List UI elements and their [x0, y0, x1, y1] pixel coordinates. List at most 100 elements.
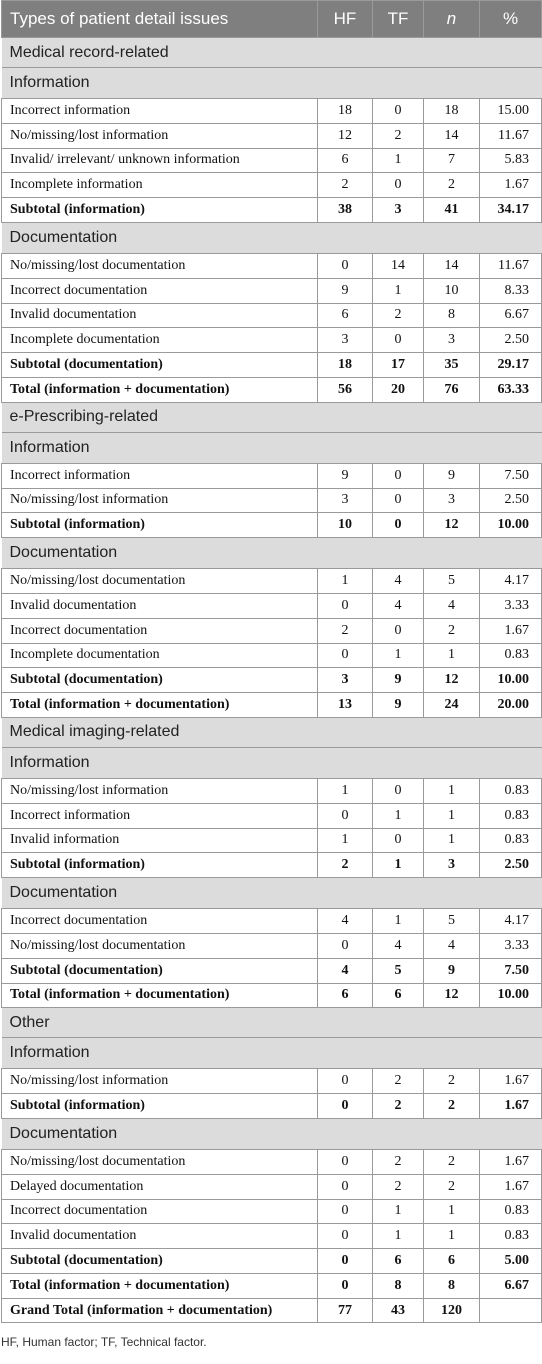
row-percent: 0.83	[479, 777, 542, 804]
row-percent: 7.50	[479, 462, 542, 489]
row-percent: 1.67	[479, 172, 542, 199]
group-header-label: Information	[1, 746, 542, 779]
header-n: n	[423, 0, 480, 38]
row-label: Subtotal (documentation)	[1, 957, 318, 984]
table-footnote: HF, Human factor; TF, Technical factor.	[1, 1335, 207, 1350]
row-percent: 34.17	[479, 197, 542, 223]
row-tf: 6	[372, 1248, 424, 1274]
row-n: 9	[423, 462, 480, 489]
row-hf: 0	[317, 1272, 373, 1299]
row-label: Invalid documentation	[1, 592, 318, 619]
row-label: Subtotal (information)	[1, 197, 318, 223]
row-tf: 3	[372, 197, 424, 223]
row-tf: 1	[372, 908, 424, 934]
table-row: Total (information + documentation) 0 8 8 6.…	[1, 1272, 542, 1299]
row-hf: 0	[317, 1198, 373, 1225]
row-tf: 0	[372, 512, 424, 539]
row-label: Total (information + documentation)	[1, 1272, 318, 1299]
row-hf: 2	[317, 852, 373, 879]
table-row: Invalid documentation 6 2 8 6.67	[1, 302, 542, 329]
row-percent: 5.83	[479, 147, 542, 174]
row-percent: 63.33	[479, 376, 542, 403]
row-percent: 1.67	[479, 617, 542, 644]
row-percent: 10.00	[479, 982, 542, 1009]
row-n: 5	[423, 568, 480, 594]
row-label: Invalid documentation	[1, 302, 318, 329]
row-n: 76	[423, 376, 480, 403]
row-tf: 1	[372, 277, 424, 304]
row-percent: 29.17	[479, 352, 542, 378]
row-label: Grand Total (information + documentation…	[1, 1297, 318, 1324]
row-percent: 0.83	[479, 802, 542, 829]
row-percent: 11.67	[479, 122, 542, 149]
row-percent: 0.83	[479, 827, 542, 854]
row-n: 6	[423, 1248, 480, 1274]
header-hf: HF	[317, 0, 373, 38]
row-tf: 4	[372, 592, 424, 619]
group-header: Information	[1, 431, 542, 464]
row-label: Invalid information	[1, 827, 318, 854]
row-label: Subtotal (documentation)	[1, 352, 318, 378]
row-hf: 6	[317, 982, 373, 1009]
table-row: Total (information + documentation) 6 6 12 1…	[1, 982, 542, 1009]
row-percent: 8.33	[479, 277, 542, 304]
row-label: Incorrect information	[1, 462, 318, 489]
row-label: No/missing/lost information	[1, 487, 318, 514]
row-hf: 0	[317, 1248, 373, 1274]
row-hf: 38	[317, 197, 373, 223]
table-row: Subtotal (information) 2 1 3 2.50	[1, 852, 542, 879]
table-row: Total (information + documentation) 13 9 24…	[1, 692, 542, 718]
row-tf: 1	[372, 802, 424, 829]
table-row: Subtotal (information) 38 3 41 34.17	[1, 197, 542, 223]
row-label: Total (information + documentation)	[1, 692, 318, 718]
row-percent: 0.83	[479, 1198, 542, 1225]
row-tf: 9	[372, 692, 424, 718]
row-tf: 0	[372, 462, 424, 489]
row-hf: 0	[317, 642, 373, 669]
section-header-label: Other	[1, 1007, 542, 1039]
row-n: 2	[423, 172, 480, 199]
row-n: 1	[423, 827, 480, 854]
row-tf: 0	[372, 98, 424, 124]
row-tf: 1	[372, 1223, 424, 1250]
row-hf: 56	[317, 376, 373, 403]
row-tf: 43	[372, 1297, 424, 1324]
row-percent: 5.00	[479, 1248, 542, 1274]
row-n: 12	[423, 667, 480, 694]
row-tf: 5	[372, 957, 424, 984]
row-n: 1	[423, 777, 480, 804]
row-label: Subtotal (information)	[1, 1093, 318, 1119]
row-n: 14	[423, 122, 480, 149]
row-hf: 4	[317, 908, 373, 934]
row-label: Incorrect information	[1, 802, 318, 829]
row-n: 120	[423, 1297, 480, 1324]
row-hf: 1	[317, 568, 373, 594]
table-row: No/missing/lost information 12 2 14 11.67	[1, 122, 542, 149]
row-tf: 0	[372, 827, 424, 854]
row-hf: 0	[317, 1223, 373, 1250]
row-n: 1	[423, 1198, 480, 1225]
row-n: 2	[423, 1068, 480, 1095]
patient-detail-issues-table: Types of patient detail issues HF TF n %…	[1, 0, 542, 1324]
row-label: No/missing/lost documentation	[1, 1148, 318, 1175]
row-hf: 9	[317, 462, 373, 489]
row-percent: 1.67	[479, 1068, 542, 1095]
row-percent: 2.50	[479, 327, 542, 354]
row-hf: 12	[317, 122, 373, 149]
table-row: Incorrect documentation 4 1 5 4.17	[1, 908, 542, 934]
row-label: Incomplete documentation	[1, 642, 318, 669]
section-header: Medical record-related	[1, 37, 542, 68]
table-row: Subtotal (documentation) 0 6 6 5.00	[1, 1248, 542, 1274]
row-percent: 0.83	[479, 642, 542, 669]
row-n: 35	[423, 352, 480, 378]
row-label: Incorrect documentation	[1, 908, 318, 934]
table-row: No/missing/lost documentation 0 4 4 3.33	[1, 932, 542, 959]
table-row: Incomplete documentation 3 0 3 2.50	[1, 327, 542, 354]
table-row: Invalid/ irrelevant/ unknown information…	[1, 147, 542, 174]
table-row: Subtotal (information) 0 2 2 1.67	[1, 1093, 542, 1119]
group-header-label: Information	[1, 431, 542, 464]
table-row: Subtotal (information) 10 0 12 10.00	[1, 512, 542, 539]
row-tf: 2	[372, 302, 424, 329]
header-tf: TF	[372, 0, 424, 38]
row-hf: 0	[317, 802, 373, 829]
